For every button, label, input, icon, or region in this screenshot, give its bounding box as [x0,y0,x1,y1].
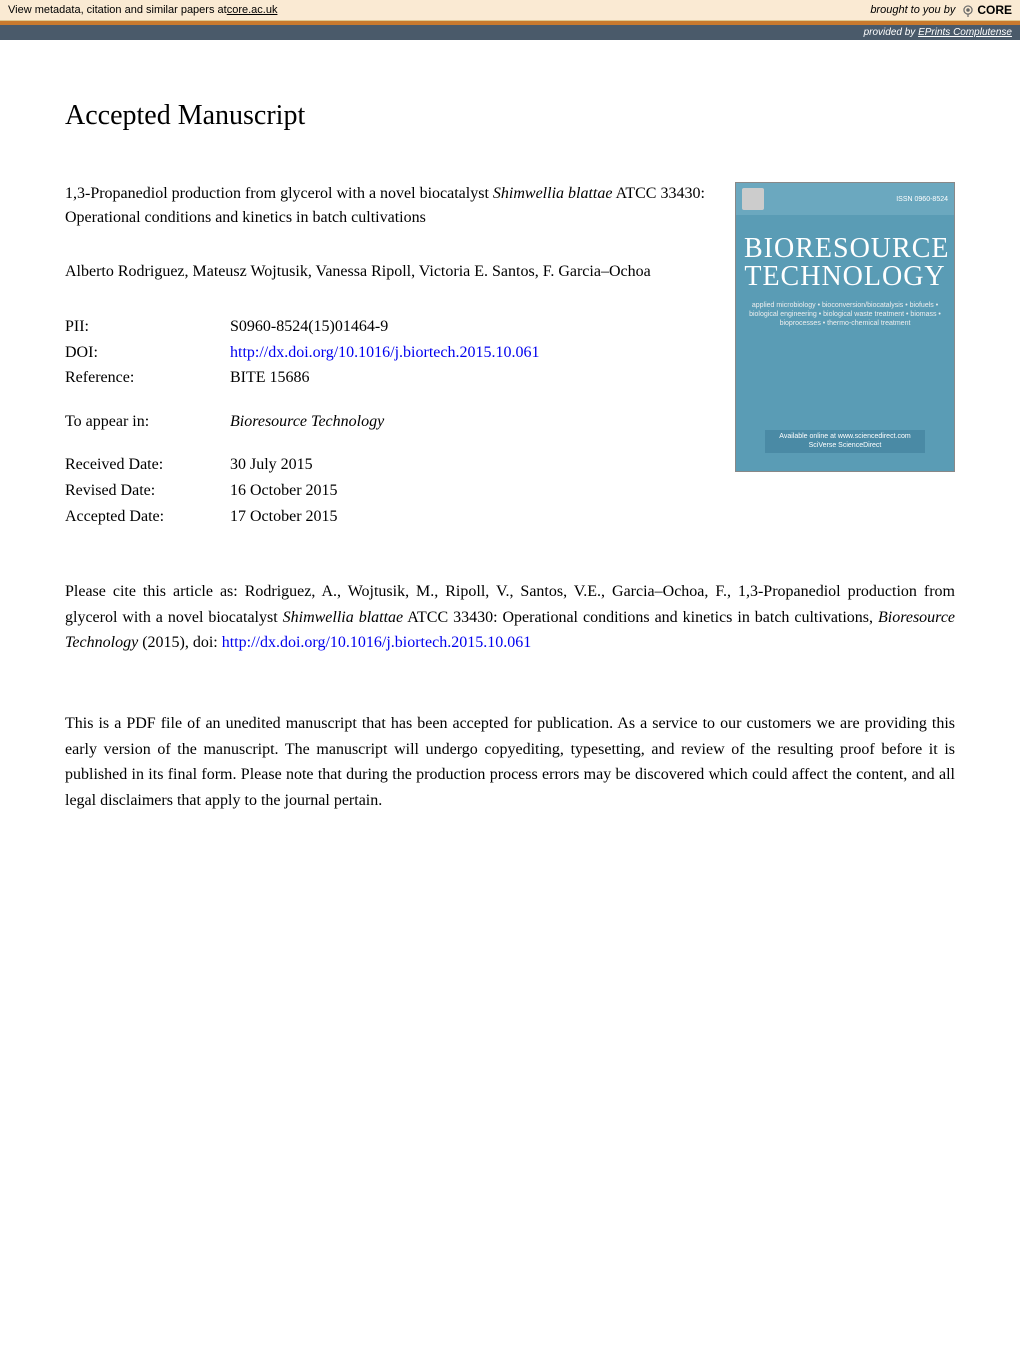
title-prefix: 1,3-Propanediol production from glycerol… [65,185,493,202]
title-species: Shimwellia blattae [493,185,613,202]
banner-right-text: brought to you by [870,4,955,16]
reference-label: Reference: [65,365,230,391]
revised-value: 16 October 2015 [230,478,715,504]
cover-bottom-line1: Available online at www.sciencedirect.co… [779,433,910,441]
pii-label: PII: [65,314,230,340]
accepted-label: Accepted Date: [65,504,230,530]
cover-bottom: Available online at www.sciencedirect.co… [736,430,954,453]
cover-title-line1: BIORESOURCE [744,235,946,263]
journal-cover: ISSN 0960-8524 BIORESOURCE TECHNOLOGY ap… [735,182,955,472]
appear-row: To appear in: Bioresource Technology [65,409,715,435]
accepted-row: Accepted Date: 17 October 2015 [65,504,715,530]
accepted-manuscript-heading: Accepted Manuscript [65,100,955,132]
revised-label: Revised Date: [65,478,230,504]
doi-link[interactable]: http://dx.doi.org/10.1016/j.biortech.201… [230,344,539,361]
cover-bottom-line2: SciVerse ScienceDirect [779,442,910,450]
cover-header: ISSN 0960-8524 [736,183,954,215]
banner-left: View metadata, citation and similar pape… [8,4,277,16]
citation-mid: ATCC 33430: Operational conditions and k… [403,609,878,626]
pii-value: S0960-8524(15)01464-9 [230,314,715,340]
main-row: 1,3-Propanediol production from glycerol… [65,182,955,529]
provided-source-link[interactable]: EPrints Complutense [918,27,1012,38]
article-title: 1,3-Propanediol production from glycerol… [65,182,715,230]
cover-bottom-box: Available online at www.sciencedirect.co… [765,430,924,453]
cover-title-line2: TECHNOLOGY [744,263,946,291]
revised-row: Revised Date: 16 October 2015 [65,478,715,504]
page-content: Accepted Manuscript 1,3-Propanediol prod… [0,40,1020,853]
core-label: CORE [977,3,1012,17]
provided-prefix: provided by [864,27,918,38]
received-value: 30 July 2015 [230,452,715,478]
elsevier-logo-icon [742,188,764,210]
cover-issn: ISSN 0960-8524 [896,196,948,203]
pii-row: PII: S0960-8524(15)01464-9 [65,314,715,340]
metadata-table: PII: S0960-8524(15)01464-9 DOI: http://d… [65,314,715,529]
core-link[interactable]: core.ac.uk [227,4,278,16]
appear-label: To appear in: [65,409,230,435]
doi-value: http://dx.doi.org/10.1016/j.biortech.201… [230,340,715,366]
citation-doi-link[interactable]: http://dx.doi.org/10.1016/j.biortech.201… [222,634,531,651]
banner-left-text: View metadata, citation and similar pape… [8,4,227,16]
citation-paragraph: Please cite this article as: Rodriguez, … [65,579,955,656]
left-column: 1,3-Propanediol production from glycerol… [65,182,715,529]
received-label: Received Date: [65,452,230,478]
cover-title: BIORESOURCE TECHNOLOGY [736,215,954,301]
disclaimer-paragraph: This is a PDF file of an unedited manusc… [65,711,955,813]
citation-year: (2015), doi: [138,634,222,651]
doi-row: DOI: http://dx.doi.org/10.1016/j.biortec… [65,340,715,366]
accepted-value: 17 October 2015 [230,504,715,530]
authors: Alberto Rodriguez, Mateusz Wojtusik, Van… [65,260,715,284]
cover-subtitle: applied microbiology • bioconversion/bio… [736,301,954,328]
banner-right: brought to you by CORE [870,3,1012,17]
citation-species: Shimwellia blattae [283,609,404,626]
core-logo[interactable]: CORE [961,3,1012,17]
reference-row: Reference: BITE 15686 [65,365,715,391]
core-banner: View metadata, citation and similar pape… [0,0,1020,21]
reference-value: BITE 15686 [230,365,715,391]
appear-value: Bioresource Technology [230,409,715,435]
core-icon [961,3,975,17]
received-row: Received Date: 30 July 2015 [65,452,715,478]
provided-by-banner: provided by EPrints Complutense [0,25,1020,40]
doi-label: DOI: [65,340,230,366]
